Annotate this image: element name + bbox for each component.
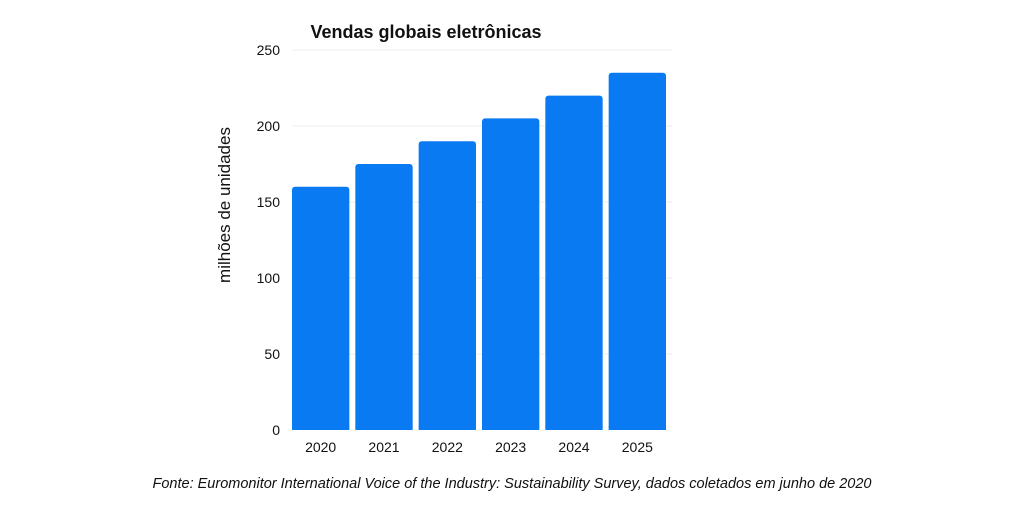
bar-base-2025 (608, 426, 666, 430)
bar-base-2022 (418, 426, 476, 430)
y-tick-label: 250 (257, 42, 281, 58)
bar-base-2024 (545, 426, 603, 430)
bar-base-2020 (292, 426, 350, 430)
x-tick-label: 2022 (432, 439, 463, 455)
x-tick-label: 2023 (495, 439, 526, 455)
x-tick-label: 2024 (558, 439, 589, 455)
bar-2024 (545, 95, 603, 430)
bar-2023 (482, 118, 540, 431)
bar-2020 (292, 186, 350, 430)
bar-base-2021 (355, 426, 413, 430)
bar-2022 (418, 141, 476, 430)
y-axis-label: milhões de unidades (215, 127, 234, 283)
y-tick-label: 0 (272, 422, 280, 438)
y-axis-ticks: 0 50 100 150 200 250 (257, 42, 281, 438)
y-tick-label: 150 (257, 194, 281, 210)
bar-base-2023 (482, 426, 540, 430)
bar-2025 (608, 72, 666, 431)
x-tick-label: 2021 (368, 439, 399, 455)
bars (292, 72, 666, 431)
bar-2021 (355, 164, 413, 430)
y-tick-label: 100 (257, 270, 281, 286)
chart-title: Vendas globais eletrônicas (310, 22, 541, 42)
y-tick-label: 200 (257, 118, 281, 134)
x-axis-ticks: 2020 2021 2022 2023 2024 2025 (305, 439, 653, 455)
source-note: Fonte: Euromonitor International Voice o… (153, 476, 872, 492)
x-tick-label: 2020 (305, 439, 336, 455)
x-tick-label: 2025 (622, 439, 653, 455)
y-tick-label: 50 (264, 346, 280, 362)
